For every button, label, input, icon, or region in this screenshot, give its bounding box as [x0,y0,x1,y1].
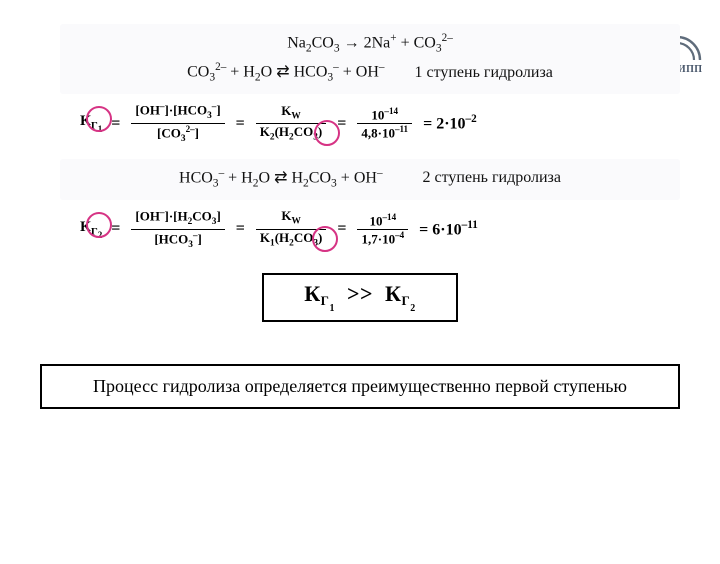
step2-section: HCO3– + H2O ⇄ H2CO3 + OH– 2 ступень гидр… [0,159,720,251]
step2-frac-kw: KW K1(H2CO3) [256,209,326,249]
step1-section: Na2CO3 → 2Na+ + CO32– CO32– + H2O ⇄ HCO3… [0,24,720,145]
k-gamma1-label: КГ1 [80,113,102,129]
step1-reaction-box: Na2CO3 → 2Na+ + CO32– CO32– + H2O ⇄ HCO3… [60,24,680,94]
conclusion-text: Процесс гидролиза определяется преимущес… [93,376,627,396]
step2-constant-formula: КГ2 = [OH–]·[H2CO3] [HCO3–] = KW K1(H2CO… [80,208,720,250]
step2-result: = 6·10–11 [419,219,478,239]
step1-result: = 2·10–2 [423,113,477,133]
step2-reaction-box: HCO3– + H2O ⇄ H2CO3 + OH– 2 ступень гидр… [60,159,680,200]
inequality-expression: КГ1 >> КГ2 [304,281,416,306]
step1-label: 1 ступень гидролиза [414,61,552,84]
step1-frac-concentrations: [OH–]·[HCO3–] [CO32–] [131,102,224,144]
inequality-box: КГ1 >> КГ2 [262,273,458,322]
step2-frac-numbers: 10–14 1,7·10–4 [357,213,408,246]
step2-label: 2 ступень гидролиза [423,166,561,189]
k-gamma2-label: КГ2 [80,219,102,235]
dissociation-equation: Na2CO3 → 2Na+ + CO32– [72,30,668,57]
step2-frac-concentrations: [OH–]·[H2CO3] [HCO3–] [131,208,224,250]
conclusion-box: Процесс гидролиза определяется преимущес… [40,364,680,409]
step1-frac-numbers: 10–14 4,8·10–11 [357,107,412,140]
step2-reaction: HCO3– + H2O ⇄ H2CO3 + OH– 2 ступень гидр… [72,165,668,192]
step1-reaction: CO32– + H2O ⇄ HCO3– + OH– 1 ступень гидр… [72,59,668,86]
step1-frac-kw: KW K2(H2CO3) [256,104,326,144]
step1-constant-formula: КГ1 = [OH–]·[HCO3–] [CO32–] = KW K2(H2CO… [80,102,720,144]
